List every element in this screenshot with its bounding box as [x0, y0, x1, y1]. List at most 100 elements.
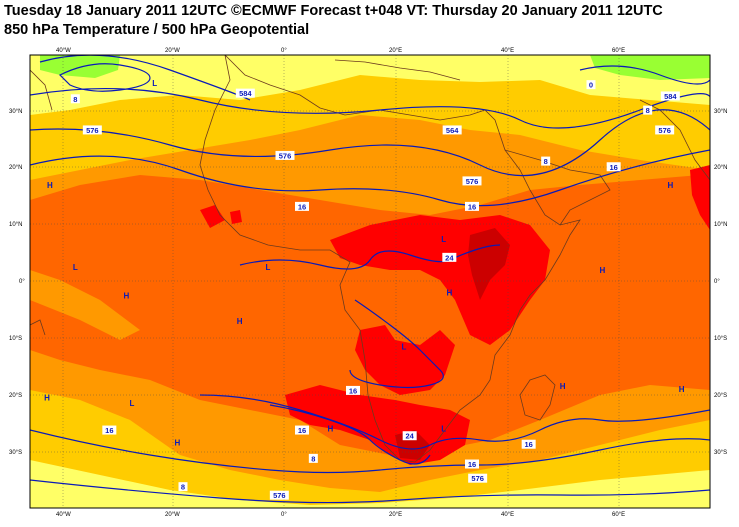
contour-label-box — [465, 201, 479, 211]
coastline-south-america — [30, 319, 46, 336]
contour-label: 16 — [521, 439, 536, 449]
lon-tick-top: 40°E — [501, 48, 514, 54]
contour-low-nw — [58, 63, 151, 92]
contour-label-text: 576 — [471, 474, 484, 483]
contour-label-text: 16 — [298, 202, 306, 211]
chart-title: Tuesday 18 January 2011 12UTC ©ECMWF For… — [4, 3, 663, 19]
lon-tick-top: 60°E — [612, 48, 625, 54]
lat-tick-right: 20°N — [714, 165, 727, 171]
contour-label: 8 — [70, 94, 80, 104]
contour-label: 8 — [308, 453, 318, 463]
contour-label: 24 — [402, 431, 417, 441]
temperature-band-red-south-central — [355, 325, 455, 395]
contour-label-text: 576 — [86, 126, 99, 135]
contour-label: 576 — [468, 473, 488, 483]
contour-label-text: 8 — [544, 157, 548, 166]
contour-label-text: 576 — [279, 151, 292, 160]
contour-label-box — [235, 88, 255, 98]
contour-label-text: 16 — [524, 440, 532, 449]
contour-label-text: 584 — [239, 89, 252, 98]
contour-label: 16 — [606, 162, 621, 172]
temperature-band-yellow-south — [30, 390, 710, 508]
lon-tick-top: 0° — [281, 48, 287, 54]
lat-tick-right: 20°S — [714, 393, 727, 399]
lon-ticks-top: 40°W 20°W 0° 20°E 40°E 60°E — [56, 48, 625, 54]
contour-16-north — [30, 149, 710, 207]
lat-tick-left: 30°N — [9, 109, 22, 115]
contour-south-central — [349, 299, 444, 389]
contour-label: 584 — [660, 91, 680, 101]
temperature-band-green-nw — [40, 55, 120, 78]
temperature-band-pale-north — [30, 55, 710, 115]
contour-label-text: 24 — [445, 253, 454, 262]
coastline-india — [639, 99, 710, 181]
contour-label-box — [295, 201, 309, 211]
contour-label-text: 576 — [466, 177, 479, 186]
contour-label-text: 16 — [349, 386, 357, 395]
lat-tick-right: 30°N — [714, 109, 727, 115]
lat-tick-right: 0° — [714, 279, 720, 285]
lon-tick-bottom: 20°W — [165, 512, 180, 518]
lon-ticks-bottom: 40°W 20°W 0° 20°E 40°E 60°E — [56, 512, 625, 518]
contour-label-box — [102, 425, 117, 435]
lat-tick-left: 30°S — [9, 450, 22, 456]
high-pressure-marker: H — [237, 317, 243, 326]
contour-label-box — [465, 459, 479, 469]
lon-tick-bottom: 20°E — [389, 512, 402, 518]
contour-label-text: 16 — [298, 426, 306, 435]
contour-label-text: 8 — [646, 106, 650, 115]
contour-16-south — [199, 394, 710, 450]
high-pressure-marker: H — [327, 425, 333, 434]
contour-label: 0 — [586, 80, 596, 90]
contour-label-box — [462, 176, 482, 186]
contour-label-box — [655, 125, 675, 135]
high-pressure-marker: H — [560, 382, 566, 391]
contour-label: 564 — [442, 125, 462, 135]
contour-label-text: 16 — [105, 426, 113, 435]
contour-label-text: 564 — [446, 126, 459, 135]
contour-8-south — [30, 429, 710, 474]
contour-label-box — [442, 125, 462, 135]
contour-label-box — [346, 385, 360, 395]
contour-label: 576 — [275, 150, 295, 160]
contour-label: 8 — [541, 156, 551, 166]
coastline-mediterranean — [334, 59, 461, 81]
low-pressure-marker: L — [266, 263, 271, 272]
contour-label-box — [468, 473, 488, 483]
temperature-band-red-east-edge — [690, 165, 710, 230]
lat-tick-left: 10°S — [9, 336, 22, 342]
contour-24-south — [269, 404, 431, 465]
lon-tick-top: 40°W — [56, 48, 71, 54]
contour-label-text: 584 — [664, 92, 677, 101]
temperature-band-red-west — [200, 205, 225, 228]
lat-lon-grid — [30, 55, 710, 508]
lat-tick-right: 10°S — [714, 336, 727, 342]
contour-24-equator — [239, 244, 501, 270]
contour-label-text: 576 — [273, 491, 286, 500]
contour-label-text: 16 — [468, 202, 476, 211]
contour-ne — [579, 65, 710, 85]
high-pressure-marker: H — [599, 266, 605, 275]
contour-label-text: 8 — [181, 483, 185, 492]
temperature-band-ocean-west — [30, 270, 140, 340]
contour-label-text: 0 — [589, 81, 593, 90]
contour-label-box — [660, 91, 680, 101]
contour-label: 16 — [465, 201, 479, 211]
temperature-band-red-west-2 — [230, 210, 242, 224]
coastline-west — [30, 69, 53, 111]
lat-tick-left: 20°N — [9, 165, 22, 171]
low-pressure-marker: L — [441, 235, 446, 244]
contour-584 — [30, 87, 710, 129]
contour-label-box — [275, 150, 295, 160]
lon-tick-bottom: 60°E — [612, 512, 625, 518]
contour-label-box — [269, 490, 289, 500]
low-pressure-marker: L — [152, 79, 157, 88]
contour-label: 8 — [178, 482, 188, 492]
contour-label-box — [82, 125, 102, 135]
lon-tick-bottom: 0° — [281, 512, 287, 518]
lat-tick-right: 10°N — [714, 222, 727, 228]
high-pressure-marker: H — [123, 291, 129, 300]
contour-label: 16 — [295, 425, 309, 435]
contour-label-box — [295, 425, 309, 435]
contour-label-box — [521, 439, 536, 449]
